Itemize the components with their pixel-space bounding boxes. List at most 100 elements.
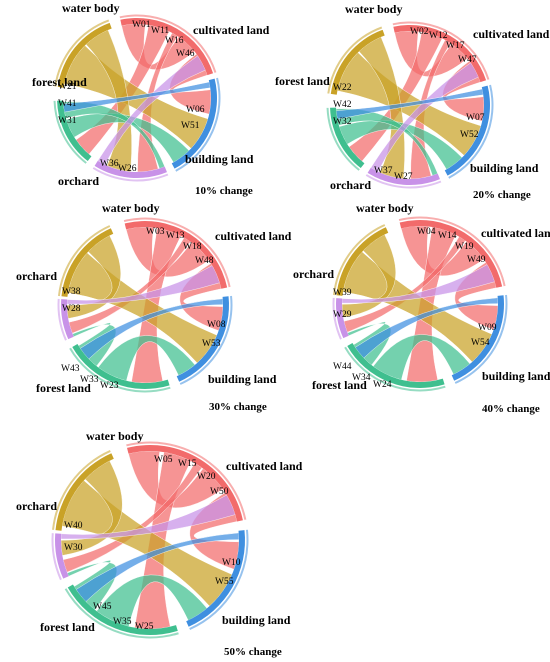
node-label-w11: W11 [151,26,169,36]
arc-forest-land [72,344,170,389]
arc-building-land [451,295,504,381]
node-label-w49: W49 [467,255,486,265]
arc-water-body [55,453,114,531]
category-label-forest-land: forest land [312,378,367,392]
category-label-cultivated-land: cultivated land [481,226,550,240]
node-label-w46: W46 [176,49,195,59]
node-label-w48: W48 [195,256,214,266]
node-label-w40: W40 [64,521,83,531]
arc-outer-orchard [57,298,67,341]
arc-building-land [176,296,229,382]
arc-cultivated-land [127,445,243,522]
node-label-w12: W12 [429,31,448,41]
node-label-w21: W21 [58,82,77,92]
node-label-w23: W23 [100,381,119,391]
arc-outer-forest-land [344,346,446,392]
node-label-w38: W38 [62,287,81,297]
node-label-w37: W37 [374,166,393,176]
arc-orchard [61,299,74,340]
arc-orchard [367,167,440,185]
node-label-w26: W26 [118,164,137,174]
node-label-w44: W44 [333,362,352,372]
arc-water-body [336,227,389,296]
category-label-cultivated-land: cultivated land [193,23,270,37]
category-label-forest-land: forest land [275,74,330,88]
category-label-cultivated-land: cultivated land [226,459,303,473]
category-label-forest-land: forest land [40,620,95,634]
arc-cultivated-land [124,221,228,289]
node-label-w14: W14 [438,231,457,241]
ribbon-water-body-to-orchard [60,460,123,556]
chord-panel-2: water body cultivated land building land or… [275,2,550,201]
change-caption: 50% change [224,646,282,658]
node-label-w51: W51 [181,121,200,131]
arc-outer-orchard [92,167,169,182]
arc-forest-land [67,584,178,635]
node-label-w02: W02 [410,27,429,37]
node-label-w09: W09 [478,323,497,333]
node-label-w55: W55 [215,577,234,587]
node-label-w22: W22 [333,83,352,93]
arc-forest-land [330,107,365,169]
node-label-w32: W32 [333,117,352,127]
node-label-w15: W15 [178,459,197,469]
node-label-w30: W30 [64,543,83,553]
chord-panel-1: water body cultivated land building land or… [32,1,270,197]
arc-cultivated-land [120,17,214,76]
node-label-w06: W06 [186,105,205,115]
category-label-orchard: orchard [58,174,99,188]
node-label-w17: W17 [446,41,465,51]
node-label-w31: W31 [58,116,77,126]
arc-cultivated-land [399,220,503,288]
node-label-w16: W16 [165,36,184,46]
node-label-w08: W08 [207,320,226,330]
node-label-w27: W27 [394,172,413,182]
ribbon-forest-land-to-building-land [97,335,196,381]
change-caption: 10% change [195,185,253,197]
category-label-orchard: orchard [293,267,334,281]
node-label-w04: W04 [417,227,436,237]
node-label-w18: W18 [183,242,202,252]
node-label-w34: W34 [352,373,371,383]
change-caption: 20% change [473,189,531,201]
ribbon-building-land-to-forest-land [336,88,484,120]
category-label-water-body: water body [102,201,159,215]
node-label-w41: W41 [58,99,77,109]
category-label-orchard: orchard [16,499,57,513]
arc-forest-land [347,343,445,389]
node-label-w36: W36 [100,159,119,169]
node-label-w01: W01 [132,20,151,30]
node-label-w28: W28 [62,304,81,314]
arc-water-body [57,22,112,88]
node-label-w24: W24 [373,380,392,390]
arc-building-land [186,530,245,627]
change-caption: 40% change [482,403,540,415]
arc-outer-building-land [189,529,249,630]
node-label-w42: W42 [333,100,352,110]
category-label-orchard: orchard [16,269,57,283]
category-label-water-body: water body [356,201,413,215]
category-label-building-land: building land [222,613,291,627]
ribbons [66,226,224,384]
arc-outer-building-land [179,295,233,385]
ribbons [335,30,485,180]
node-label-w33: W33 [80,375,99,385]
chord-panel-5: water body cultivated land building land fo… [16,429,303,658]
change-caption: 30% change [209,401,267,413]
node-label-w43: W43 [61,364,80,374]
node-label-w54: W54 [471,338,490,348]
node-label-w39: W39 [333,288,352,298]
arc-outer-forest-land [69,347,171,393]
arc-building-land [171,78,217,169]
arc-building-land [444,85,490,176]
chord-panel-4: water body cultivated land building land fo… [293,201,550,415]
category-label-building-land: building land [470,161,539,175]
node-label-w20: W20 [197,472,216,482]
category-label-forest-land: forest land [32,75,87,89]
node-label-w05: W05 [154,455,173,465]
node-label-w50: W50 [210,487,229,497]
arc-outer-orchard [51,533,62,581]
node-label-w07: W07 [466,113,485,123]
category-label-water-body: water body [62,1,119,15]
